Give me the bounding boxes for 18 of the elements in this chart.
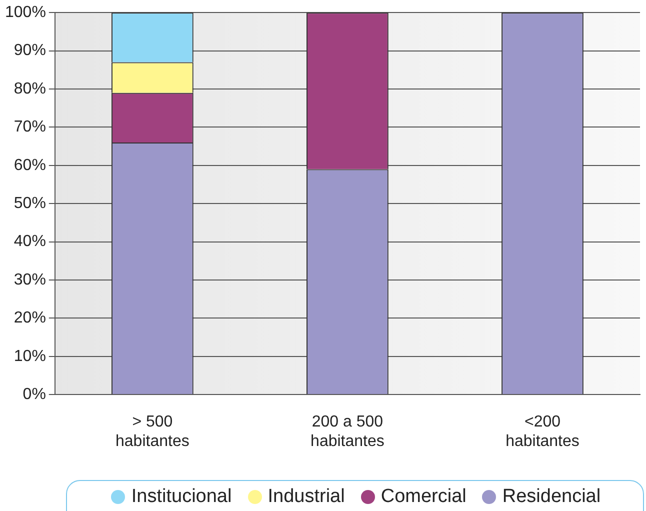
legend-label: Residencial: [502, 486, 601, 508]
y-tick-label: 70%: [14, 118, 46, 136]
y-tick-label: 40%: [14, 233, 46, 250]
x-tick-label: > 500 habitantes: [116, 414, 190, 450]
y-tick-label: 100%: [5, 4, 46, 22]
legend-label: Comercial: [380, 486, 466, 508]
y-tick-label: 60%: [14, 156, 46, 174]
x-tick-label: 200 a 500 habitantes: [310, 414, 384, 450]
x-tick-label: <200 habitantes: [506, 414, 580, 450]
y-tick-label: 0%: [22, 386, 46, 404]
legend-label: Institucional: [131, 486, 232, 508]
y-tick-label: 90%: [14, 42, 46, 60]
y-tick-label: 80%: [14, 80, 46, 98]
y-tick-label: 20%: [14, 310, 46, 327]
legend-label: Industrial: [268, 486, 345, 508]
y-tick-label: 10%: [14, 348, 46, 365]
y-tick-label: 50%: [14, 195, 46, 212]
y-tick-label: 30%: [14, 271, 46, 288]
